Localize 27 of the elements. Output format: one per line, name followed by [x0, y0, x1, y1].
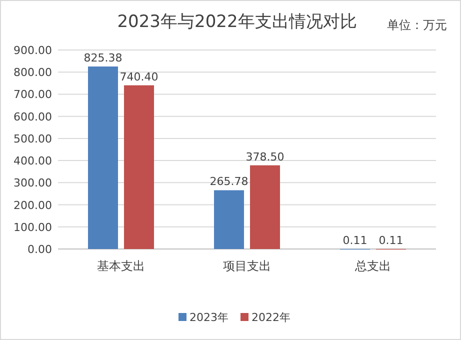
y-tick-label: 300.00	[14, 176, 52, 190]
y-tick-label: 200.00	[14, 198, 52, 212]
data-label: 378.50	[246, 150, 284, 164]
data-label: 265.78	[210, 175, 248, 188]
data-label: 740.40	[120, 70, 158, 84]
data-label: 0.11	[342, 234, 368, 247]
data-label: 0.11	[378, 234, 404, 247]
y-tick-label: 600.00	[14, 110, 52, 124]
legend-label: 2023年	[190, 311, 228, 324]
legend-label: 2022年	[252, 311, 290, 324]
title: 2023年与2022年支出情况对比	[117, 12, 357, 32]
y-tick-label: 500.00	[14, 132, 52, 146]
y-tick-label: 900.00	[14, 44, 52, 57]
bar	[124, 85, 154, 249]
data-label: 825.38	[84, 52, 122, 64]
annotation: 单位：万元	[387, 18, 447, 32]
y-tick-label: 400.00	[14, 154, 52, 168]
y-tick-label: 800.00	[14, 66, 52, 80]
y-tick-label: 700.00	[14, 88, 52, 102]
y-tick-label: 0.00	[28, 243, 52, 256]
y-tick-label: 100.00	[14, 220, 52, 234]
x-tick-label: 项目支出	[223, 259, 271, 273]
bar	[250, 165, 280, 249]
x-tick-label: 总支出	[354, 259, 391, 273]
bar	[214, 190, 244, 249]
x-tick-label: 基本支出	[97, 259, 145, 273]
bar	[88, 66, 118, 249]
